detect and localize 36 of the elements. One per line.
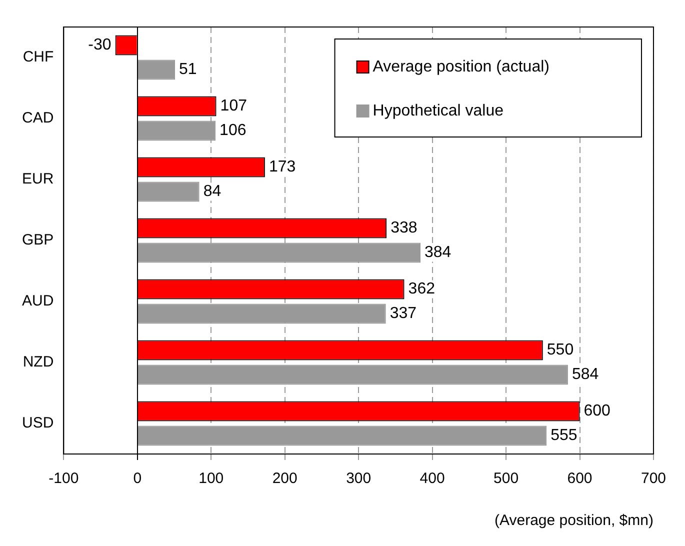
- bar: [138, 60, 176, 80]
- data-label: 337: [390, 305, 417, 322]
- x-tick-label: 200: [272, 470, 298, 488]
- data-label: 51: [179, 61, 197, 78]
- data-label: 107: [220, 98, 248, 115]
- data-label: 173: [268, 158, 296, 176]
- data-label: 384: [424, 244, 452, 262]
- x-tick-label: 700: [640, 470, 666, 488]
- y-tick-label: AUD: [22, 292, 54, 310]
- y-tick-label: CHF: [22, 48, 54, 66]
- x-tick-label: 300: [346, 470, 372, 488]
- x-tick-label: 500: [494, 470, 519, 488]
- data-label: 555: [550, 427, 578, 444]
- y-tick-label: GBP: [22, 232, 54, 249]
- data-label: -30: [88, 36, 112, 54]
- bar: [138, 364, 568, 385]
- data-label: 600: [584, 402, 611, 420]
- bar: [138, 182, 200, 202]
- legend-label: Average position (actual): [372, 58, 550, 76]
- y-tick-label: EUR: [22, 170, 54, 188]
- data-label: 584: [572, 366, 599, 384]
- data-label: 362: [408, 280, 436, 298]
- y-tick-label: NZD: [22, 354, 54, 371]
- data-label: 338: [390, 220, 418, 237]
- x-tick-label: 400: [420, 470, 445, 488]
- x-axis-title: (Average position, $mn): [494, 512, 654, 530]
- data-label: 84: [203, 183, 222, 200]
- x-tick-label: 100: [198, 470, 224, 488]
- data-label: 550: [546, 342, 574, 359]
- legend-label: Hypothetical value: [372, 102, 504, 120]
- x-tick-label: -100: [48, 470, 79, 488]
- y-tick-label: USD: [22, 414, 54, 432]
- x-tick-label: 600: [567, 470, 592, 488]
- y-tick-label: CAD: [22, 110, 54, 127]
- x-tick-label: 0: [133, 470, 142, 488]
- data-label: 106: [220, 122, 246, 140]
